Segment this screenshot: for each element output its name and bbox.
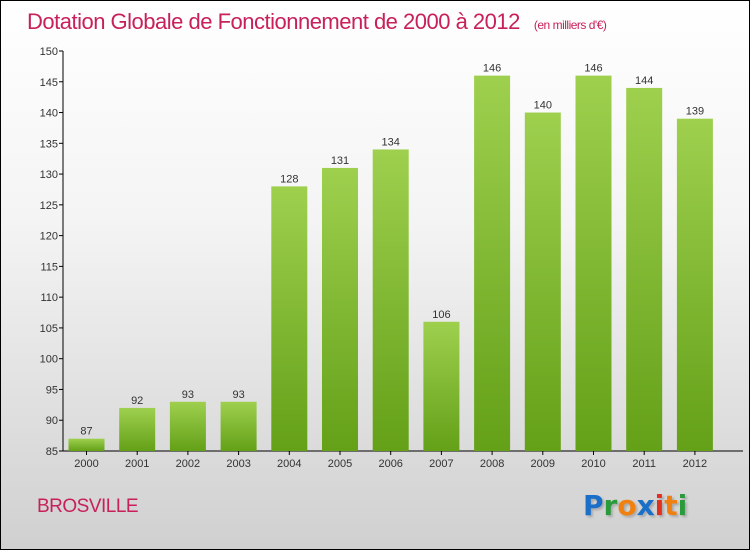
chart-title: Dotation Globale de Fonctionnement de 20… <box>27 9 607 35</box>
y-tick-label: 130 <box>40 169 58 181</box>
city-name: BROSVILLE <box>37 496 139 517</box>
x-tick-label: 2000 <box>74 458 98 470</box>
y-tick-label: 145 <box>40 77 58 89</box>
bar-2010 <box>575 75 612 451</box>
bar-2004 <box>271 186 308 451</box>
x-tick-label: 2008 <box>480 458 504 470</box>
data-label: 140 <box>534 100 552 112</box>
y-tick-label: 150 <box>40 46 58 58</box>
data-label: 92 <box>131 395 143 407</box>
logo-letter: P <box>583 489 604 522</box>
bar-2012 <box>676 118 713 451</box>
bar-2011 <box>626 87 663 451</box>
data-label: 93 <box>182 389 194 401</box>
y-tick-label: 110 <box>40 292 58 304</box>
x-tick-label: 2005 <box>328 458 352 470</box>
y-tick-label: 120 <box>40 231 58 243</box>
y-tick-label: 95 <box>46 384 58 396</box>
logo-letter: o <box>617 489 637 522</box>
data-label: 146 <box>483 63 501 75</box>
x-tick-label: 2002 <box>176 458 200 470</box>
x-tick-label: 2003 <box>226 458 250 470</box>
bar-2001 <box>119 407 156 451</box>
bar-2009 <box>524 112 561 452</box>
logo-letter: r <box>603 489 618 522</box>
bar-2008 <box>474 75 511 451</box>
data-label: 139 <box>686 106 704 118</box>
data-label: 93 <box>232 389 244 401</box>
logo-letter: i <box>654 489 665 522</box>
bar-2005 <box>322 167 358 451</box>
data-label: 128 <box>280 173 298 185</box>
x-tick-label: 2007 <box>429 458 453 470</box>
x-tick-label: 2006 <box>378 458 402 470</box>
x-tick-label: 2001 <box>125 458 149 470</box>
y-tick-label: 100 <box>40 354 58 366</box>
proxiti-logo: Proxiti <box>583 489 687 522</box>
x-tick-label: 2010 <box>581 458 605 470</box>
chart-subtitle: (en milliers d'€) <box>533 18 607 32</box>
data-label: 106 <box>432 309 450 321</box>
bar-2007 <box>423 321 460 451</box>
x-tick-label: 2004 <box>277 458 301 470</box>
logo-letter: t <box>664 489 678 522</box>
y-tick-label: 125 <box>40 200 58 212</box>
data-label: 134 <box>382 136 400 148</box>
bar-2006 <box>372 149 409 451</box>
bar-2003 <box>220 401 257 451</box>
bar-2000 <box>68 438 105 451</box>
logo-letter: x <box>636 489 655 522</box>
bar-2002 <box>169 401 206 451</box>
y-tick-label: 105 <box>40 323 58 335</box>
y-tick-label: 90 <box>46 415 58 427</box>
x-tick-label: 2009 <box>531 458 555 470</box>
data-label: 87 <box>80 426 92 438</box>
y-tick-label: 140 <box>40 108 58 120</box>
x-tick-label: 2012 <box>683 458 707 470</box>
y-tick-label: 85 <box>46 446 58 458</box>
data-label: 131 <box>331 155 349 167</box>
y-tick-label: 115 <box>40 261 58 273</box>
data-label: 146 <box>584 63 602 75</box>
data-label: 144 <box>635 75 653 87</box>
logo-letter: i <box>677 489 688 522</box>
title-text: Dotation Globale de Fonctionnement de 20… <box>27 9 520 34</box>
y-tick-label: 135 <box>40 138 58 150</box>
x-tick-label: 2011 <box>632 458 656 470</box>
